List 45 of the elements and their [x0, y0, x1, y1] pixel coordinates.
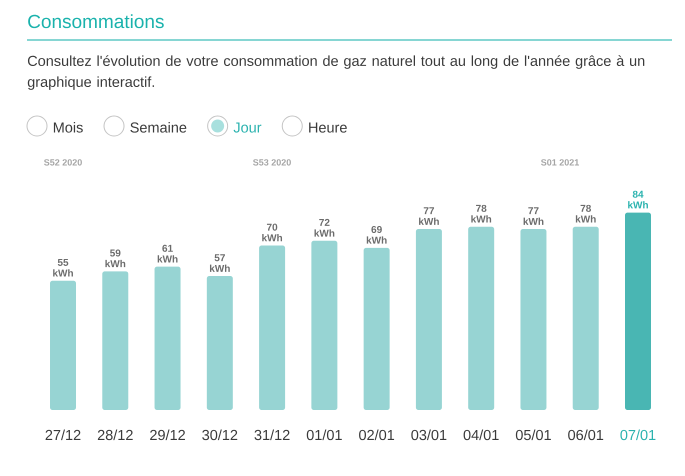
bar: [364, 248, 390, 410]
x-tick-label: 07/01: [620, 429, 656, 440]
data-label: 69 kWh: [366, 226, 387, 244]
x-tick-label: 29/12: [150, 429, 185, 440]
bar: [102, 271, 128, 410]
text: S01 2021: [541, 159, 579, 166]
bar: [50, 280, 76, 410]
bar: [468, 226, 494, 410]
bar: [311, 240, 338, 410]
x-tick-label: 04/01: [464, 429, 499, 440]
bar: [625, 212, 651, 410]
data-label: 59 kWh: [105, 249, 126, 268]
data-label: 78 kWh: [576, 204, 596, 222]
data-label: 84 kWh: [628, 190, 648, 208]
data-label: 72 kWh: [314, 218, 334, 237]
text: Semaine: [130, 122, 186, 133]
x-tick-label: 01/01: [306, 429, 342, 440]
chart-title: Consommations: [28, 14, 164, 28]
bar: [520, 229, 546, 410]
data-label: 77 kWh: [524, 207, 544, 225]
x-tick-label: 03/01: [411, 429, 446, 440]
x-tick-label: 06/01: [568, 429, 604, 440]
data-label: 78 kWh: [471, 204, 492, 222]
text: Jour: [234, 122, 262, 133]
bar: [206, 276, 233, 410]
data-label: 61 kWh: [158, 244, 178, 262]
x-tick-label: 30/12: [202, 429, 238, 440]
data-label: 55 kWh: [53, 258, 73, 277]
bar: [259, 245, 286, 410]
text: Heure: [309, 122, 347, 133]
x-tick-label: 28/12: [98, 429, 133, 440]
chart-subtitle: Consultez l'évolution de votre consommation de gaz naturel tout au long de l'année grâce à un graphique interactif.: [28, 55, 644, 90]
x-tick-label: 31/12: [254, 429, 290, 440]
data-label: 57 kWh: [210, 254, 230, 272]
x-tick-label: 02/01: [359, 429, 394, 440]
text: S52 2020: [44, 159, 82, 166]
text: Mois: [54, 122, 83, 133]
x-tick-label: 27/12: [46, 429, 80, 440]
x-tick-label: 05/01: [516, 429, 551, 440]
text: S53 2020: [253, 159, 291, 166]
bar: [572, 226, 599, 410]
bar: [154, 266, 181, 410]
data-label: 70 kWh: [262, 224, 282, 242]
data-label: 77 kWh: [419, 207, 439, 225]
bar: [416, 229, 442, 410]
